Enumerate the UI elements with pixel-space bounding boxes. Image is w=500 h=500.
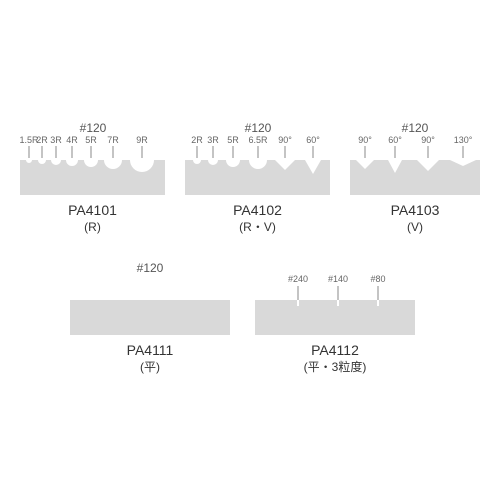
dim-label: 5R bbox=[85, 135, 97, 145]
pa4102-grit: #120 bbox=[245, 121, 272, 135]
grit-mark-label: #80 bbox=[370, 274, 385, 284]
pa4112-model: PA4112 bbox=[311, 342, 359, 358]
dim-label: 60° bbox=[388, 135, 402, 145]
dim-label: 90° bbox=[421, 135, 435, 145]
pa4112-sub: (平・3粒度) bbox=[304, 359, 367, 374]
pa4101-model: PA4101 bbox=[68, 202, 117, 218]
dim-label: 3R bbox=[50, 135, 62, 145]
dim-label: 90° bbox=[278, 135, 292, 145]
pa4111-model: PA4111 bbox=[127, 342, 174, 358]
pa4111-sub: (平) bbox=[140, 360, 160, 374]
dim-label: 7R bbox=[107, 135, 119, 145]
dim-label: 6.5R bbox=[248, 135, 268, 145]
pa4111-grit: #120 bbox=[137, 261, 164, 275]
pa4101-sub: (R) bbox=[84, 220, 101, 234]
dim-label: 5R bbox=[227, 135, 239, 145]
pa4111-slab bbox=[70, 300, 230, 335]
pa4112-slab bbox=[255, 300, 415, 335]
pa4101-slab bbox=[20, 160, 165, 195]
grit-mark-label: #140 bbox=[328, 274, 348, 284]
dim-label: 60° bbox=[306, 135, 320, 145]
dim-label: 2R bbox=[191, 135, 203, 145]
dim-label: 130° bbox=[454, 135, 473, 145]
dim-label: 2R bbox=[36, 135, 48, 145]
grit-mark-label: #240 bbox=[288, 274, 308, 284]
pa4103-model: PA4103 bbox=[391, 202, 440, 218]
pa4102-slab bbox=[185, 160, 330, 195]
pa4102-model: PA4102 bbox=[233, 202, 282, 218]
pa4101-grit: #120 bbox=[80, 121, 107, 135]
pa4103-sub: (V) bbox=[407, 220, 423, 234]
pa4102-sub: (R・V) bbox=[239, 220, 276, 234]
pa4103-grit: #120 bbox=[402, 121, 429, 135]
dim-label: 90° bbox=[358, 135, 372, 145]
dim-label: 9R bbox=[136, 135, 148, 145]
dim-label: 3R bbox=[207, 135, 219, 145]
dim-label: 4R bbox=[66, 135, 78, 145]
pa4103-slab bbox=[350, 160, 480, 195]
